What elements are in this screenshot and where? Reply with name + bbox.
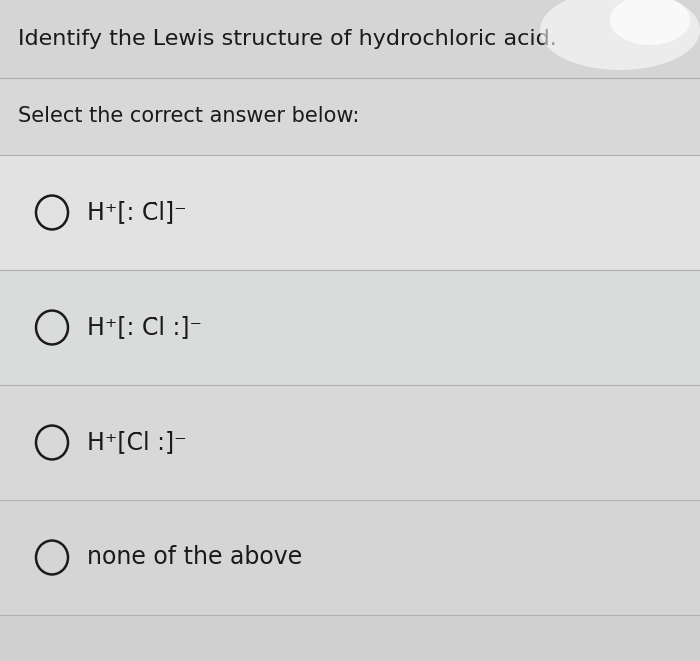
Bar [0, 615, 700, 661]
Bar [0, 0, 700, 78]
Bar [0, 155, 700, 270]
Text: Select the correct answer below:: Select the correct answer below: [18, 106, 359, 126]
Text: Identify the Lewis structure of hydrochloric acid.: Identify the Lewis structure of hydrochl… [18, 29, 557, 49]
Text: H⁺[: C̈l :]⁻: H⁺[: C̈l :]⁻ [87, 315, 202, 340]
Text: none of the above: none of the above [87, 545, 302, 570]
Bar [0, 78, 700, 155]
Bar [0, 270, 700, 385]
Ellipse shape [610, 0, 690, 45]
Text: H⁺[: C̈l]⁻: H⁺[: C̈l]⁻ [87, 200, 187, 225]
Text: H⁺[C̈l :]⁻: H⁺[C̈l :]⁻ [87, 430, 187, 455]
Bar [0, 500, 700, 615]
Bar [0, 385, 700, 500]
Ellipse shape [540, 0, 700, 70]
